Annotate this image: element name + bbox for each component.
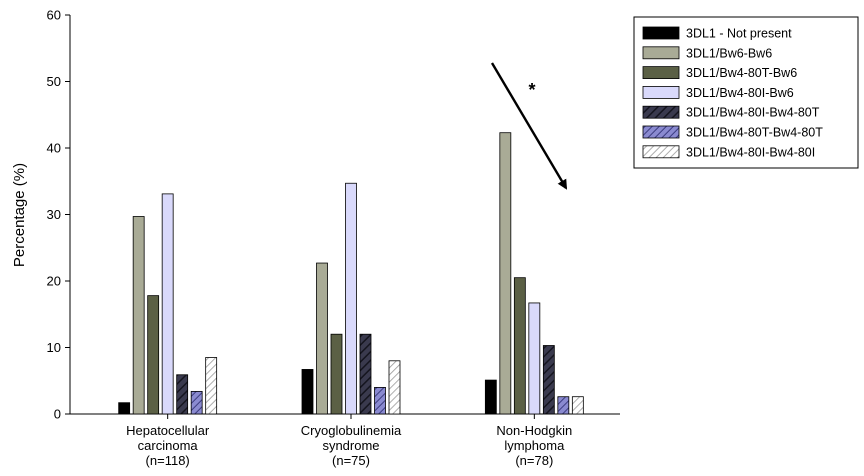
legend-label: 3DL1/Bw4-80I-Bw6: [686, 86, 794, 100]
bar: [513, 277, 526, 415]
bar: [330, 333, 343, 415]
y-tick-label: 50: [47, 74, 61, 89]
legend-swatch: [642, 46, 680, 60]
bar: [571, 396, 584, 415]
legend: 3DL1 - Not present 3DL1/Bw6-Bw6 3DL1/Bw4-8…: [633, 16, 859, 169]
bar: [301, 369, 314, 415]
category-label-count: (n=75): [332, 453, 370, 468]
bar: [176, 374, 189, 415]
y-tick-label: 40: [47, 141, 61, 156]
bar: [205, 357, 218, 415]
y-axis-title: Percentage (%): [11, 163, 28, 267]
bar: [499, 132, 512, 415]
category-label-line1: Cryoglobulinemia: [301, 423, 402, 438]
legend-swatch: [642, 26, 680, 40]
legend-label: 3DL1 - Not present: [686, 27, 792, 41]
category-label-count: (n=78): [515, 453, 553, 468]
bar: [316, 262, 328, 415]
bar: [147, 295, 160, 415]
legend-swatch: [642, 125, 680, 139]
legend-swatch: [642, 105, 680, 119]
category-label-line2: carcinoma: [138, 438, 199, 453]
bar: [161, 193, 174, 415]
bar: [557, 396, 570, 415]
y-tick-label: 10: [47, 340, 61, 355]
significance-asterisk: *: [528, 80, 535, 100]
bar: [542, 345, 555, 415]
category-label-line2: syndrome: [322, 438, 379, 453]
y-tick-label: 30: [47, 207, 61, 222]
bar: [484, 379, 497, 415]
legend-label: 3DL1/Bw4-80T-Bw4-80T: [686, 126, 823, 140]
legend-swatch: [642, 86, 680, 99]
trend-annotation: *: [490, 62, 568, 190]
legend-label: 3DL1/Bw4-80T-Bw6: [686, 66, 797, 80]
legend-label: 3DL1/Bw4-80I-Bw4-80I: [686, 145, 815, 159]
category-label-line1: Hepatocellular: [126, 423, 210, 438]
category-label-count: (n=118): [146, 453, 190, 468]
bar: [374, 386, 386, 415]
bars: [118, 132, 584, 415]
y-tick-label: 0: [54, 407, 61, 422]
bar: [190, 390, 203, 415]
bar: [528, 302, 541, 415]
category-label-line2: lymphoma: [504, 438, 565, 453]
y-tick-label: 20: [47, 274, 61, 289]
bar: [359, 333, 372, 415]
legend-label: 3DL1/Bw4-80I-Bw4-80T: [686, 106, 820, 120]
category-label-line1: Non-Hodgkin: [496, 423, 572, 438]
bar: [118, 402, 131, 415]
legend-label: 3DL1/Bw6-Bw6: [686, 46, 772, 60]
bar: [132, 216, 145, 415]
bar: [345, 182, 357, 415]
legend-swatch: [642, 66, 680, 79]
legend-swatch: [642, 145, 680, 159]
axes: 0 10 20 30 40 50 60: [47, 8, 620, 422]
trend-arrow: [490, 62, 568, 190]
y-tick-label: 60: [47, 8, 61, 23]
bar: [388, 360, 401, 415]
